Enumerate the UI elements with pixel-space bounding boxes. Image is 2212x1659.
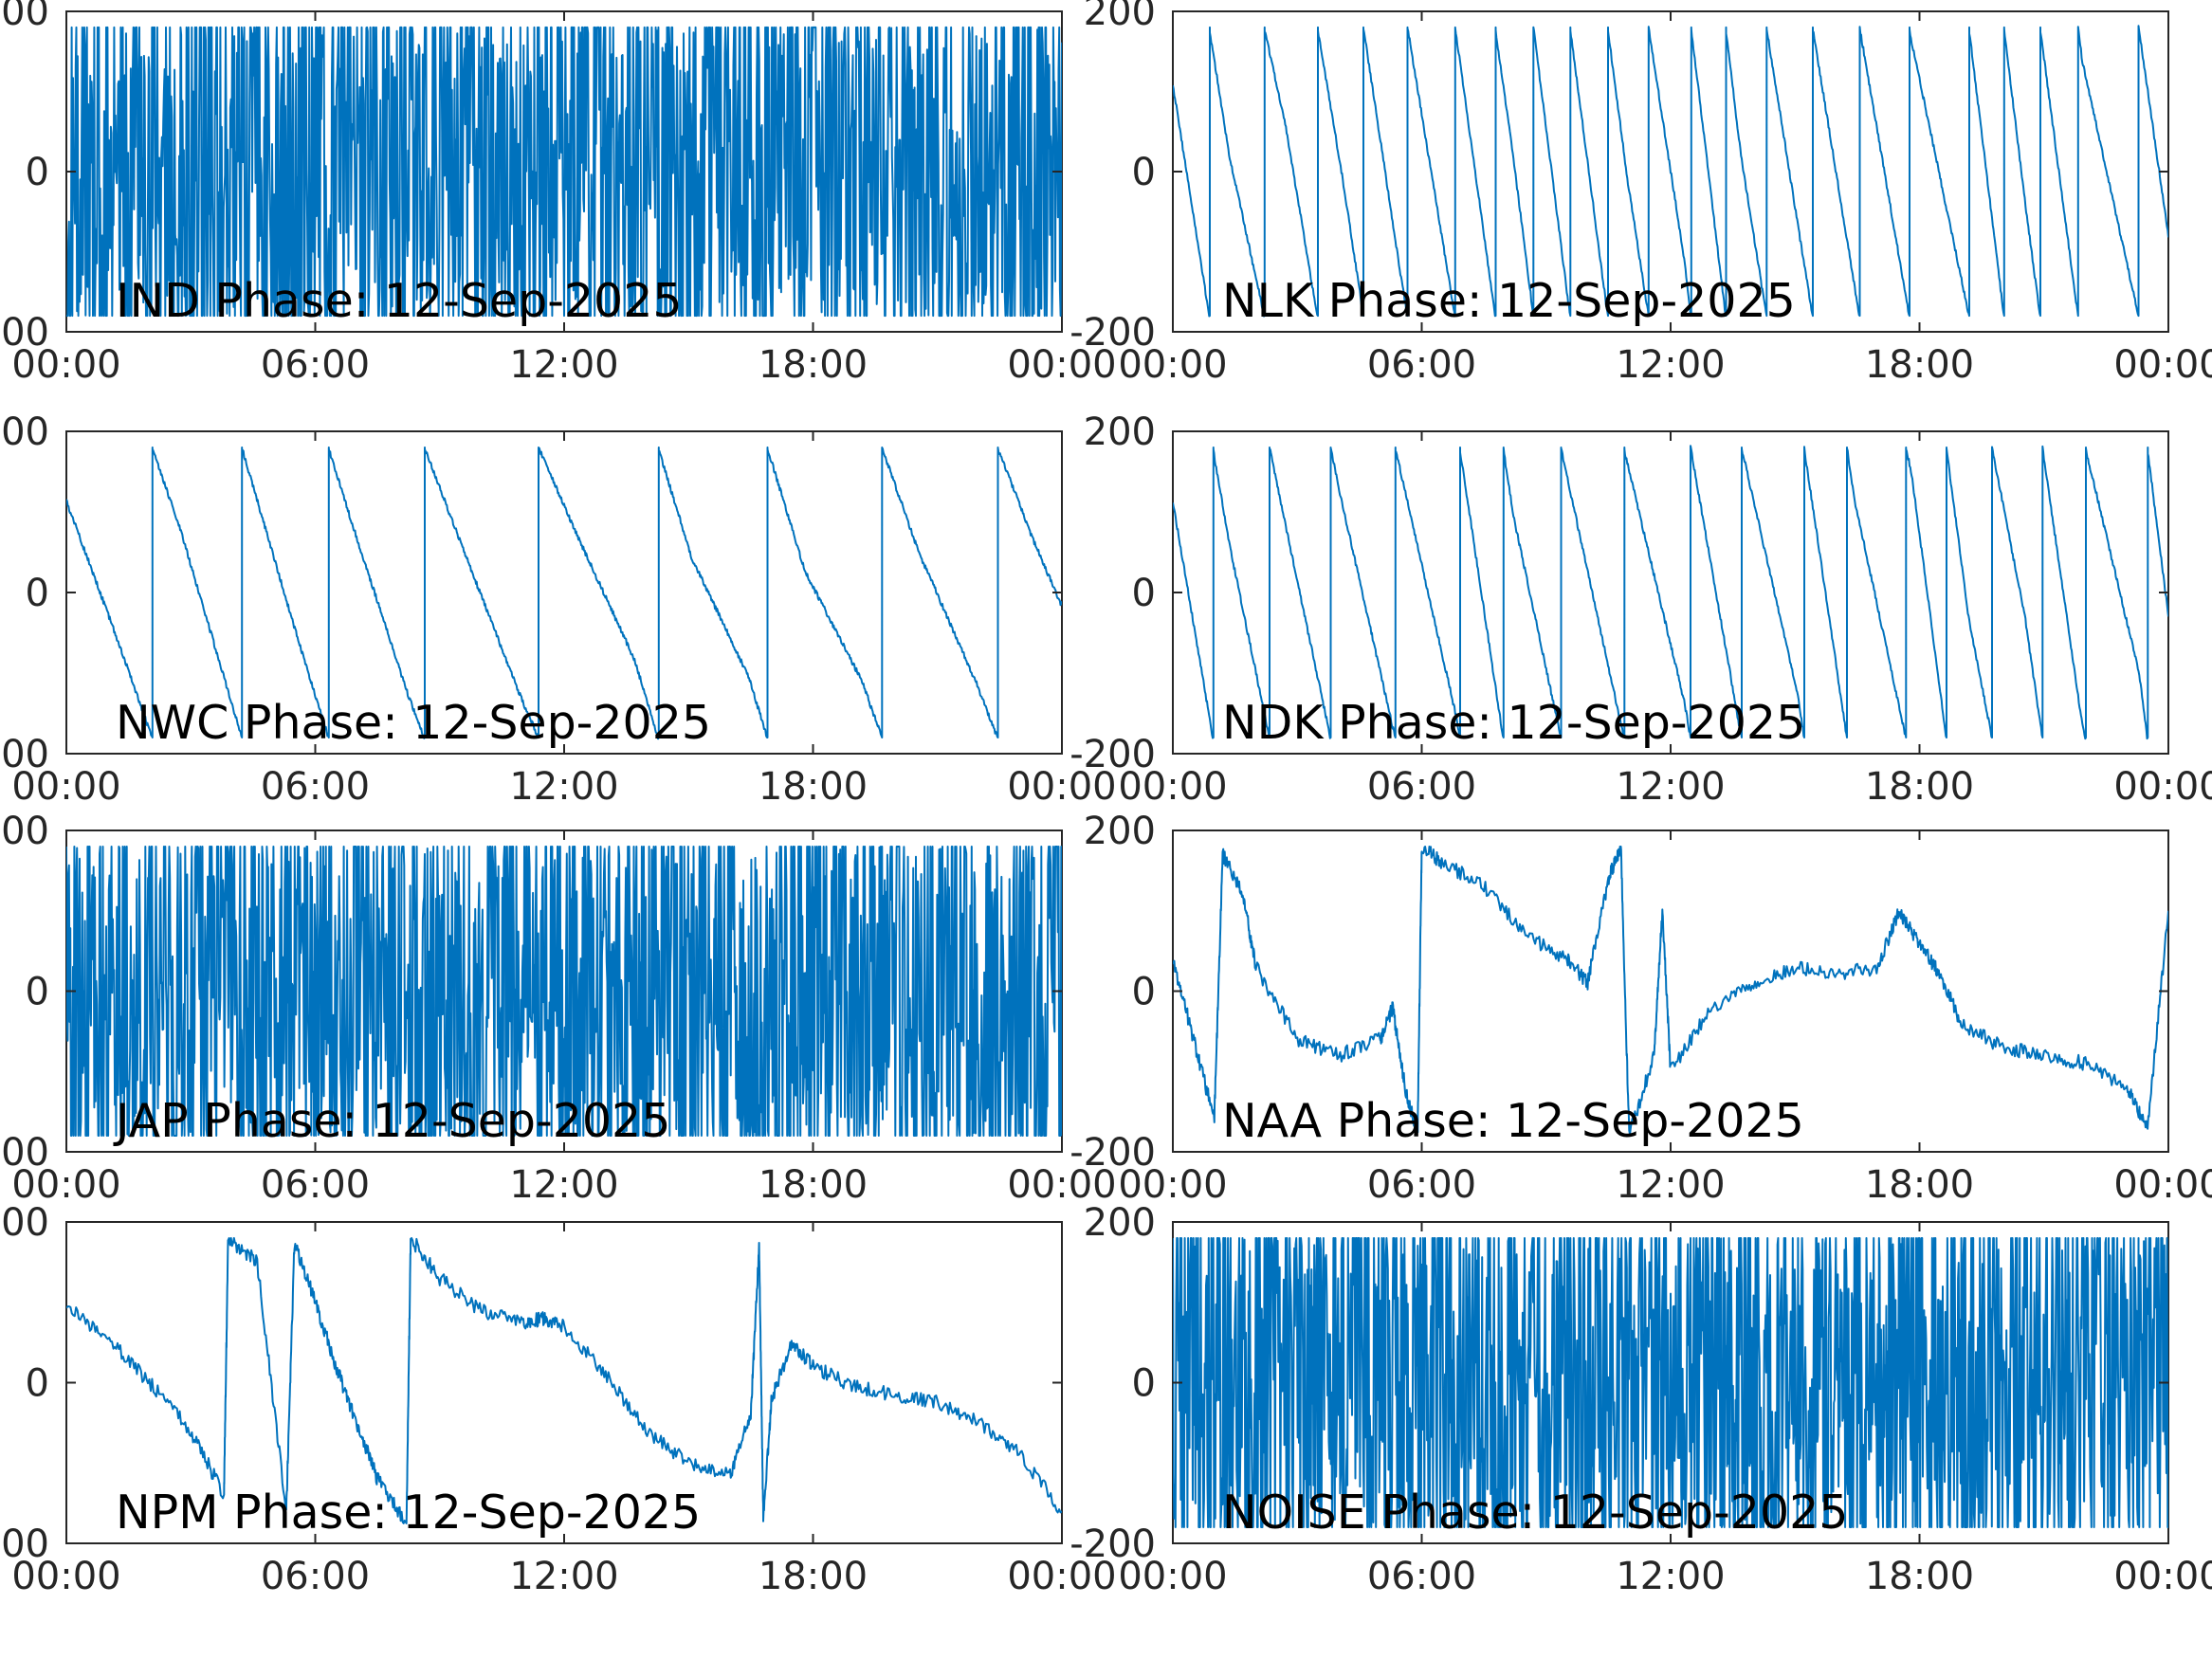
x-tick-label: 00:00 [1007, 1555, 1116, 1598]
y-tick-label: 0 [1132, 572, 1156, 615]
chart-title: NOISE Phase: 12-Sep-2025 [1222, 1486, 1848, 1540]
y-tick-label: 0 [1132, 1362, 1156, 1406]
x-tick-label: 06:00 [1367, 1555, 1476, 1598]
x-tick-label: 06:00 [261, 343, 370, 387]
y-tick-label: -200 [0, 1131, 49, 1175]
x-tick-label: 00:00 [2113, 343, 2212, 387]
phase-series-line [1173, 25, 2168, 318]
x-tick-label: 12:00 [1616, 765, 1725, 809]
phase-series-line [66, 26, 1062, 318]
chart-title: NPM Phase: 12-Sep-2025 [116, 1486, 701, 1540]
x-tick-label: 12:00 [509, 343, 618, 387]
y-tick-label: 200 [0, 0, 49, 34]
x-tick-label: 18:00 [1865, 765, 1974, 809]
x-tick-label: 12:00 [509, 765, 618, 809]
chart-title: JAP Phase: 12-Sep-2025 [113, 1094, 670, 1148]
x-tick-label: 00:00 [11, 1163, 120, 1207]
y-tick-label: -200 [1069, 1522, 1156, 1566]
y-tick-label: 200 [1084, 810, 1156, 853]
y-tick-label: -200 [0, 1522, 49, 1566]
phase-series-line [1173, 445, 2168, 740]
x-tick-label: 00:00 [1118, 765, 1227, 809]
chart-title: NAA Phase: 12-Sep-2025 [1222, 1094, 1804, 1148]
x-tick-label: 06:00 [1367, 343, 1476, 387]
y-tick-label: -200 [0, 733, 49, 776]
phase-series-line [66, 447, 1062, 740]
x-tick-label: 06:00 [1367, 1163, 1476, 1207]
phase-series-line [1173, 846, 2168, 1137]
y-tick-label: 0 [26, 151, 49, 194]
x-tick-label: 18:00 [1865, 1555, 1974, 1598]
chart-title: NWC Phase: 12-Sep-2025 [116, 696, 711, 750]
y-tick-label: -200 [0, 311, 49, 355]
x-tick-label: 18:00 [759, 343, 868, 387]
x-tick-label: 06:00 [1367, 765, 1476, 809]
x-tick-label: 06:00 [261, 765, 370, 809]
y-tick-label: 0 [26, 971, 49, 1014]
y-tick-label: 200 [0, 810, 49, 853]
y-tick-label: 200 [1084, 1201, 1156, 1245]
axes-frame [1172, 830, 2169, 1153]
phase-series-line [66, 846, 1062, 1137]
y-tick-label: 0 [1132, 971, 1156, 1014]
x-tick-label: 00:00 [11, 765, 120, 809]
y-tick-label: 0 [1132, 151, 1156, 194]
x-tick-label: 12:00 [1616, 1555, 1725, 1598]
x-tick-label: 06:00 [261, 1555, 370, 1598]
y-tick-label: 200 [1084, 0, 1156, 34]
x-tick-label: 18:00 [1865, 343, 1974, 387]
x-tick-label: 12:00 [509, 1555, 618, 1598]
x-tick-label: 00:00 [1007, 343, 1116, 387]
chart-title: NDK Phase: 12-Sep-2025 [1222, 696, 1805, 750]
x-tick-label: 00:00 [2113, 1555, 2212, 1598]
axes-frame [65, 1221, 1063, 1544]
chart-title: NLK Phase: 12-Sep-2025 [1222, 274, 1796, 328]
y-tick-label: 0 [26, 572, 49, 615]
y-tick-label: -200 [1069, 733, 1156, 776]
x-tick-label: 12:00 [509, 1163, 618, 1207]
x-tick-label: 00:00 [11, 343, 120, 387]
x-tick-label: 00:00 [1118, 343, 1227, 387]
y-tick-label: 200 [0, 1201, 49, 1245]
phase-series-line [66, 1237, 1062, 1524]
x-tick-label: 00:00 [2113, 765, 2212, 809]
x-tick-label: 00:00 [1118, 1555, 1227, 1598]
chart-title: IND Phase: 12-Sep-2025 [116, 274, 683, 328]
phase-series-line [1173, 1237, 2168, 1528]
x-tick-label: 18:00 [1865, 1163, 1974, 1207]
y-tick-label: 200 [0, 410, 49, 454]
y-tick-label: -200 [1069, 1131, 1156, 1175]
x-tick-label: 00:00 [2113, 1163, 2212, 1207]
x-tick-label: 00:00 [1007, 765, 1116, 809]
x-tick-label: 06:00 [261, 1163, 370, 1207]
y-tick-label: 0 [26, 1362, 49, 1406]
x-tick-label: 12:00 [1616, 343, 1725, 387]
x-tick-label: 18:00 [759, 765, 868, 809]
x-tick-label: 18:00 [759, 1555, 868, 1598]
x-tick-label: 12:00 [1616, 1163, 1725, 1207]
x-tick-label: 18:00 [759, 1163, 868, 1207]
x-tick-label: 00:00 [11, 1555, 120, 1598]
x-tick-label: 00:00 [1118, 1163, 1227, 1207]
x-tick-label: 00:00 [1007, 1163, 1116, 1207]
y-tick-label: 200 [1084, 410, 1156, 454]
y-tick-label: -200 [1069, 311, 1156, 355]
